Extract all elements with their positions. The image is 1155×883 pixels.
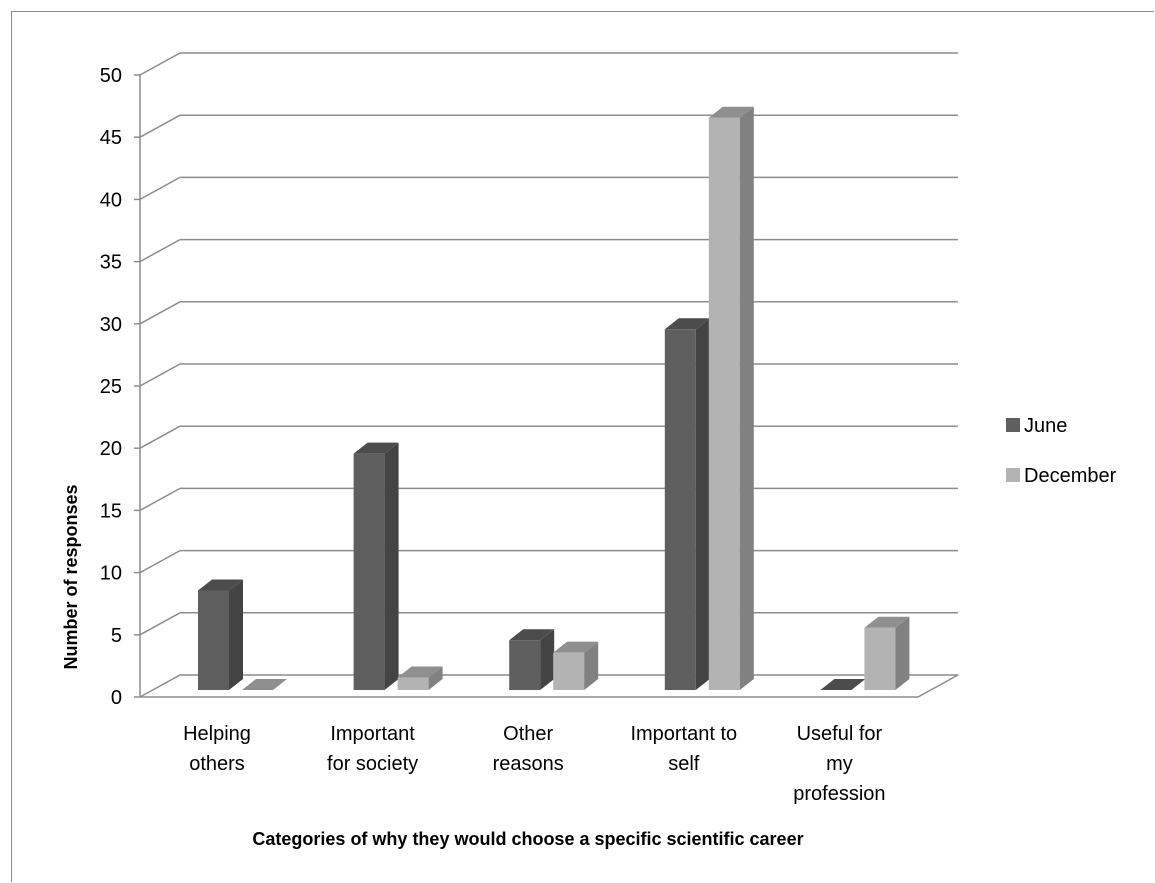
floor	[139, 674, 959, 698]
bar-front	[708, 117, 740, 690]
bar-side	[229, 579, 243, 690]
legend: June December	[1006, 415, 1117, 487]
y-tick-label: 10	[100, 563, 122, 585]
gridline-connector	[139, 52, 181, 76]
gridline-connector	[139, 176, 181, 201]
bar-top	[820, 679, 866, 690]
x-category-label: Other reasons	[493, 723, 564, 775]
bar-top	[198, 579, 243, 591]
y-tick-label: 20	[100, 438, 122, 460]
y-tick-label: 45	[100, 127, 122, 149]
bars	[198, 106, 910, 690]
bar-top	[509, 629, 555, 641]
legend-swatch-june	[1006, 418, 1020, 432]
bar-december-0	[242, 679, 287, 690]
chart-frame	[11, 11, 1154, 882]
x-axis-title: Categories of why they would choose a sp…	[252, 829, 803, 849]
bar-side	[695, 318, 710, 690]
bar-front	[864, 627, 896, 690]
bar-front	[553, 652, 585, 690]
bar-side	[584, 641, 599, 690]
y-tick-label: 40	[100, 189, 122, 211]
bar-top	[397, 666, 443, 678]
gridline-connector	[139, 238, 181, 263]
bar-december-2	[553, 641, 599, 690]
bar-december-1	[397, 666, 443, 690]
y-tick-label: 0	[111, 687, 122, 709]
bar-june-1	[353, 442, 399, 690]
bar-front	[353, 453, 385, 690]
y-axis-ticks: 0 5 10 15 20 25 30 35 40 45 50	[100, 65, 140, 709]
bar-june-4	[820, 679, 866, 690]
bar-side	[384, 442, 399, 690]
legend-swatch-december	[1006, 468, 1020, 482]
bar-top	[353, 442, 399, 454]
x-category-label: Important to self	[630, 723, 737, 775]
bar-side	[895, 616, 910, 690]
bar-top	[708, 106, 754, 118]
y-tick-label: 30	[100, 314, 122, 336]
bar-front	[509, 640, 541, 690]
x-category-label: Useful for my profession	[793, 723, 885, 805]
y-tick-label: 15	[100, 500, 122, 522]
y-axis-title: Number of responses	[61, 484, 81, 669]
bar-june-2	[509, 629, 555, 690]
gridline-connector	[139, 301, 181, 325]
chart-walls	[139, 75, 959, 698]
y-tick-label: 50	[100, 65, 122, 87]
bar-top	[864, 616, 910, 628]
gridline-connector	[139, 363, 181, 387]
bar-side	[428, 666, 443, 690]
bar-front	[397, 677, 429, 690]
gridline-connector	[139, 425, 181, 449]
bar-december-3	[708, 106, 754, 690]
legend-label-june: June	[1024, 415, 1067, 437]
bar-top	[664, 318, 710, 330]
bar-side	[540, 629, 555, 690]
gridline-connector	[139, 114, 181, 138]
bar-front	[664, 329, 696, 690]
y-tick-label: 35	[100, 252, 122, 274]
bar-top	[242, 679, 287, 690]
y-tick-label: 25	[100, 376, 122, 398]
legend-label-december: December	[1024, 465, 1117, 487]
gridline-connector	[139, 549, 181, 574]
gridline-connector	[139, 487, 181, 512]
y-tick-label: 5	[111, 625, 122, 647]
gridline-connector	[139, 612, 181, 636]
gridlines	[139, 52, 958, 636]
x-category-label: Important for society	[327, 723, 418, 775]
bar-june-0	[198, 579, 243, 690]
bar-front	[198, 590, 229, 690]
x-category-label: Helping others	[183, 723, 251, 775]
bar-june-3	[664, 318, 710, 690]
bar-december-4	[864, 616, 910, 690]
x-axis-categories: Helping others Important for society Other re…	[183, 723, 885, 805]
bar-side	[739, 106, 754, 690]
bar-top	[553, 641, 599, 653]
